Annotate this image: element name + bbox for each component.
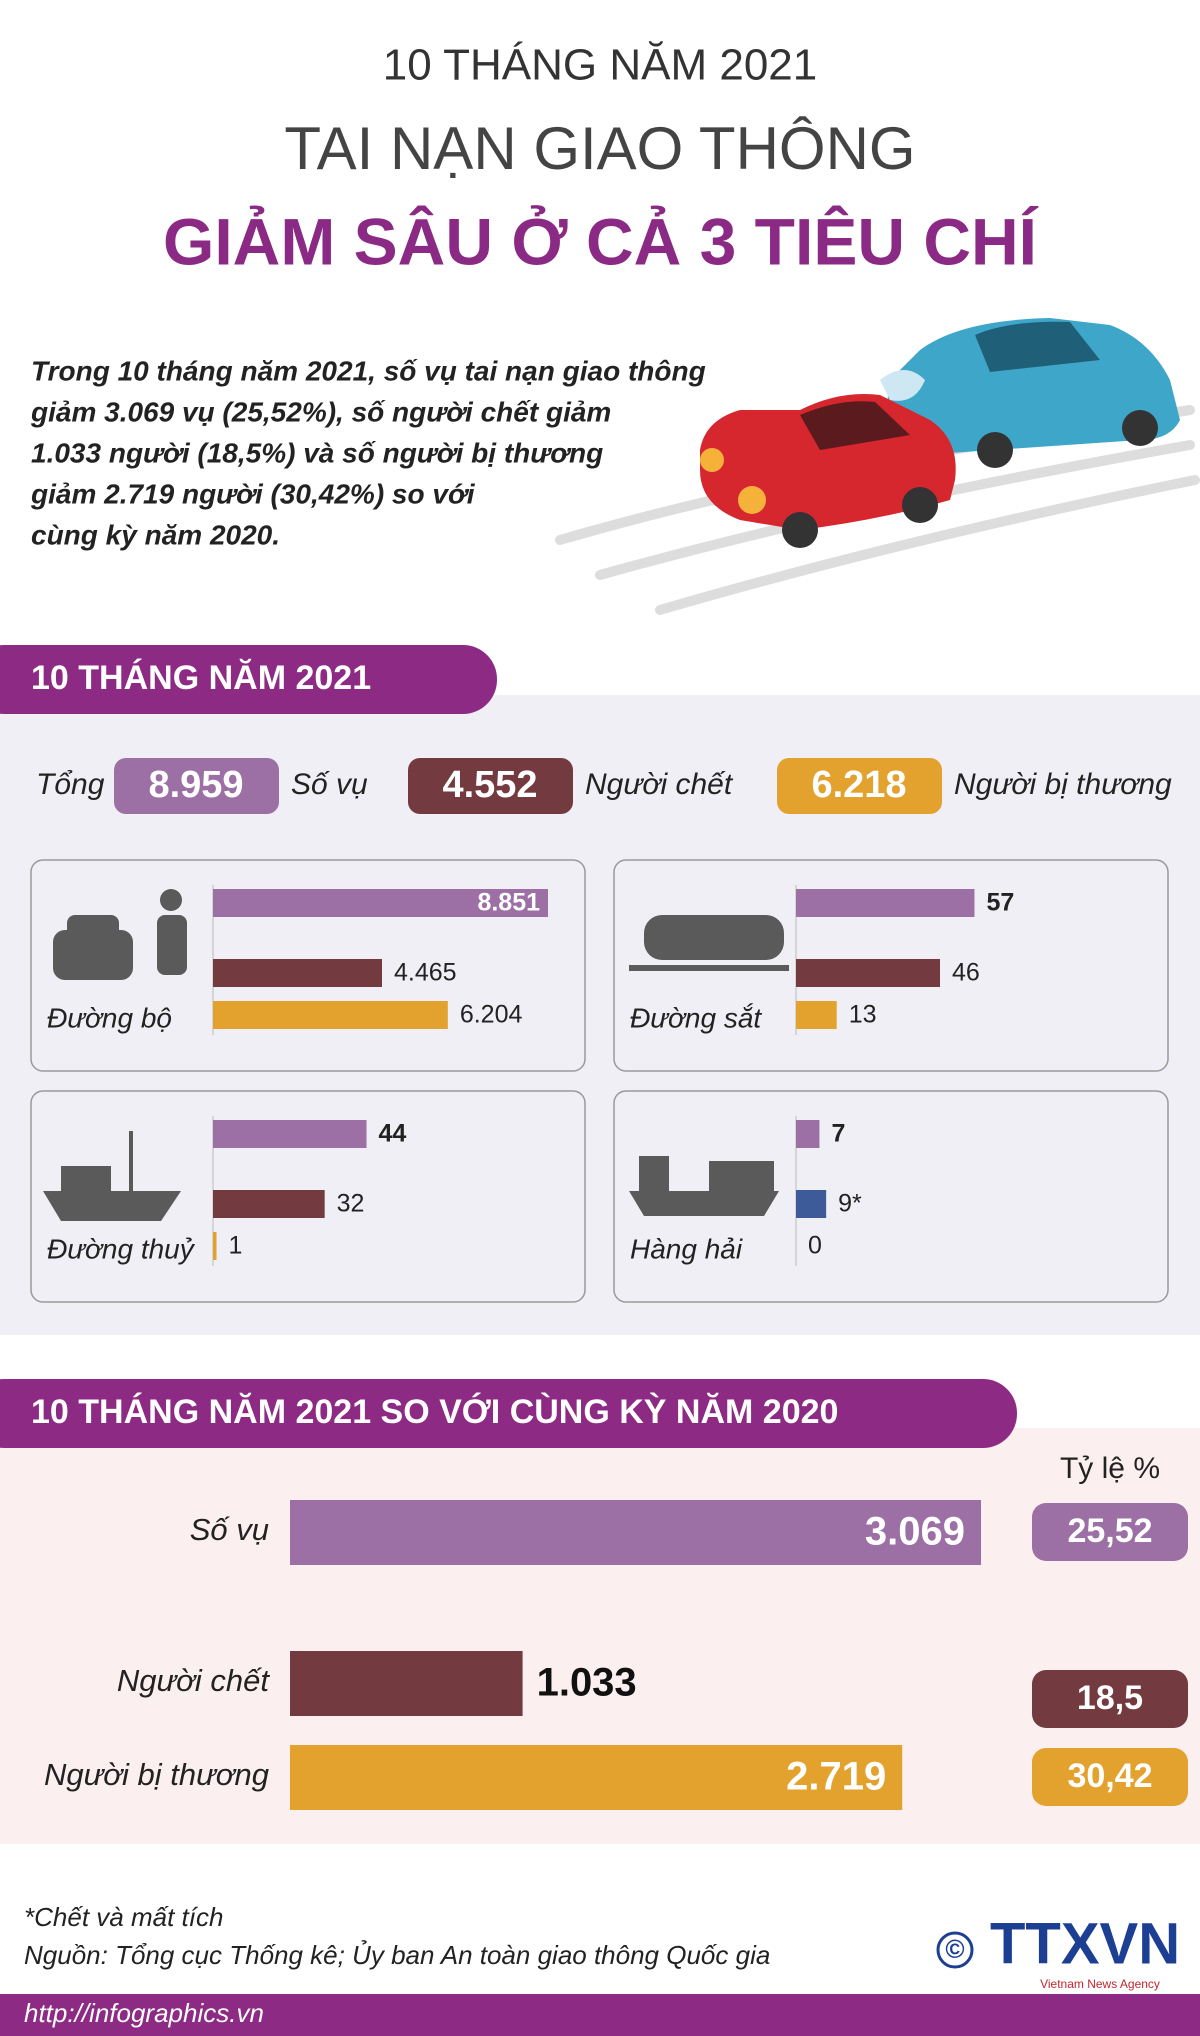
bar-label: 1.033 <box>537 1661 637 1705</box>
ratio-label: 25,52 <box>1067 1512 1152 1550</box>
bar-label: 2.719 <box>786 1755 886 1799</box>
ratio-header: Tỷ lệ % <box>1060 1452 1160 1485</box>
bar <box>290 1500 982 1565</box>
bar-label: 32 <box>337 1190 365 1218</box>
intro-line: giảm 2.719 người (30,42%) so với <box>30 478 476 509</box>
logo: TTXVN <box>990 1911 1180 1976</box>
total-name: Người chết <box>585 768 734 801</box>
bar-label: 46 <box>952 959 980 987</box>
icon <box>160 889 182 911</box>
ratio-label: 30,42 <box>1067 1757 1152 1795</box>
icon <box>639 1156 669 1191</box>
bar-label: 6.204 <box>460 1001 523 1029</box>
bar-label: 9* <box>838 1190 862 1218</box>
bar <box>290 1651 523 1716</box>
bar-label: 4.465 <box>394 959 457 987</box>
totals-label: Tổng <box>36 768 105 801</box>
icon <box>43 1191 181 1221</box>
icon <box>629 965 789 971</box>
total-value: 4.552 <box>442 764 537 806</box>
section-title: 10 THÁNG NĂM 2021 SO VỚI CÙNG KỲ NĂM 202… <box>31 1393 838 1431</box>
bar <box>796 1190 827 1218</box>
bar-label: 3.069 <box>865 1510 965 1554</box>
icon <box>67 915 119 940</box>
panel-label: Đường bộ <box>47 1002 172 1033</box>
panel-label: Đường thuỷ <box>47 1233 196 1264</box>
bar-label: 7 <box>831 1120 845 1148</box>
bar <box>796 1001 837 1029</box>
row-name: Người chết <box>117 1663 270 1698</box>
bar <box>213 1232 217 1260</box>
bar-label: 57 <box>986 889 1014 917</box>
bar <box>796 1120 820 1148</box>
subtitle: GIẢM SÂU Ở CẢ 3 TIÊU CHÍ <box>163 204 1039 278</box>
row-name: Người bị thương <box>44 1757 269 1792</box>
bar <box>213 1190 325 1218</box>
bar <box>213 1001 448 1029</box>
intro-line: 1.033 người (18,5%) và số người bị thươn… <box>31 437 603 468</box>
total-value: 8.959 <box>148 764 243 806</box>
source: Nguồn: Tổng cục Thống kê; Ủy ban An toàn… <box>24 1939 770 1970</box>
bar <box>796 959 941 987</box>
panel <box>30 859 586 1072</box>
bar-label: 44 <box>379 1120 407 1148</box>
total-name: Người bị thương <box>954 768 1172 801</box>
copyright-circle <box>936 1931 974 1969</box>
section-title: 10 THÁNG NĂM 2021 <box>31 659 371 697</box>
total-name: Số vụ <box>291 768 368 801</box>
panel <box>30 1090 586 1303</box>
bar-label: 13 <box>849 1001 877 1029</box>
crash-illustration <box>555 318 1200 615</box>
ratio-pill <box>1032 1503 1188 1561</box>
panel-label: Đường sắt <box>630 1002 762 1033</box>
intro-line: cùng kỳ năm 2020. <box>31 519 280 550</box>
ratio-label: 18,5 <box>1077 1679 1143 1717</box>
row-name: Số vụ <box>190 1512 269 1547</box>
url: http://infographics.vn <box>24 1998 264 2028</box>
kicker: 10 THÁNG NĂM 2021 <box>383 41 817 90</box>
bar <box>290 1745 903 1810</box>
icon <box>53 930 133 980</box>
panel <box>613 1090 1169 1303</box>
bar-label: 8.851 <box>477 889 540 917</box>
title: TAI NẠN GIAO THÔNG <box>284 115 915 182</box>
icon <box>157 915 187 975</box>
total-box <box>408 758 573 814</box>
ratio-pill <box>1032 1670 1188 1728</box>
bar-label: 0 <box>808 1232 822 1260</box>
total-value: 6.218 <box>811 764 906 806</box>
ratio-pill <box>1032 1748 1188 1806</box>
bar <box>213 889 548 917</box>
intro-line: Trong 10 tháng năm 2021, số vụ tai nạn g… <box>31 355 706 386</box>
section-banner <box>0 645 497 714</box>
footer-bar <box>0 1994 1200 2036</box>
icon <box>644 915 784 960</box>
footnote: *Chết và mất tích <box>24 1902 223 1932</box>
icon <box>61 1166 111 1191</box>
panel <box>613 859 1169 1072</box>
intro-line: giảm 3.069 vụ (25,52%), số người chết gi… <box>30 396 611 427</box>
icon <box>709 1161 774 1191</box>
bar-label: 1 <box>228 1232 242 1260</box>
bar <box>213 1120 367 1148</box>
bar <box>796 889 975 917</box>
copyright: © <box>945 1934 964 1964</box>
panel-label: Hàng hải <box>630 1233 743 1264</box>
logo-sub: Vietnam News Agency <box>1040 1977 1160 1991</box>
total-box <box>114 758 279 814</box>
bar <box>213 959 382 987</box>
icon <box>629 1191 779 1216</box>
section-banner <box>0 1379 1017 1448</box>
total-box <box>777 758 942 814</box>
